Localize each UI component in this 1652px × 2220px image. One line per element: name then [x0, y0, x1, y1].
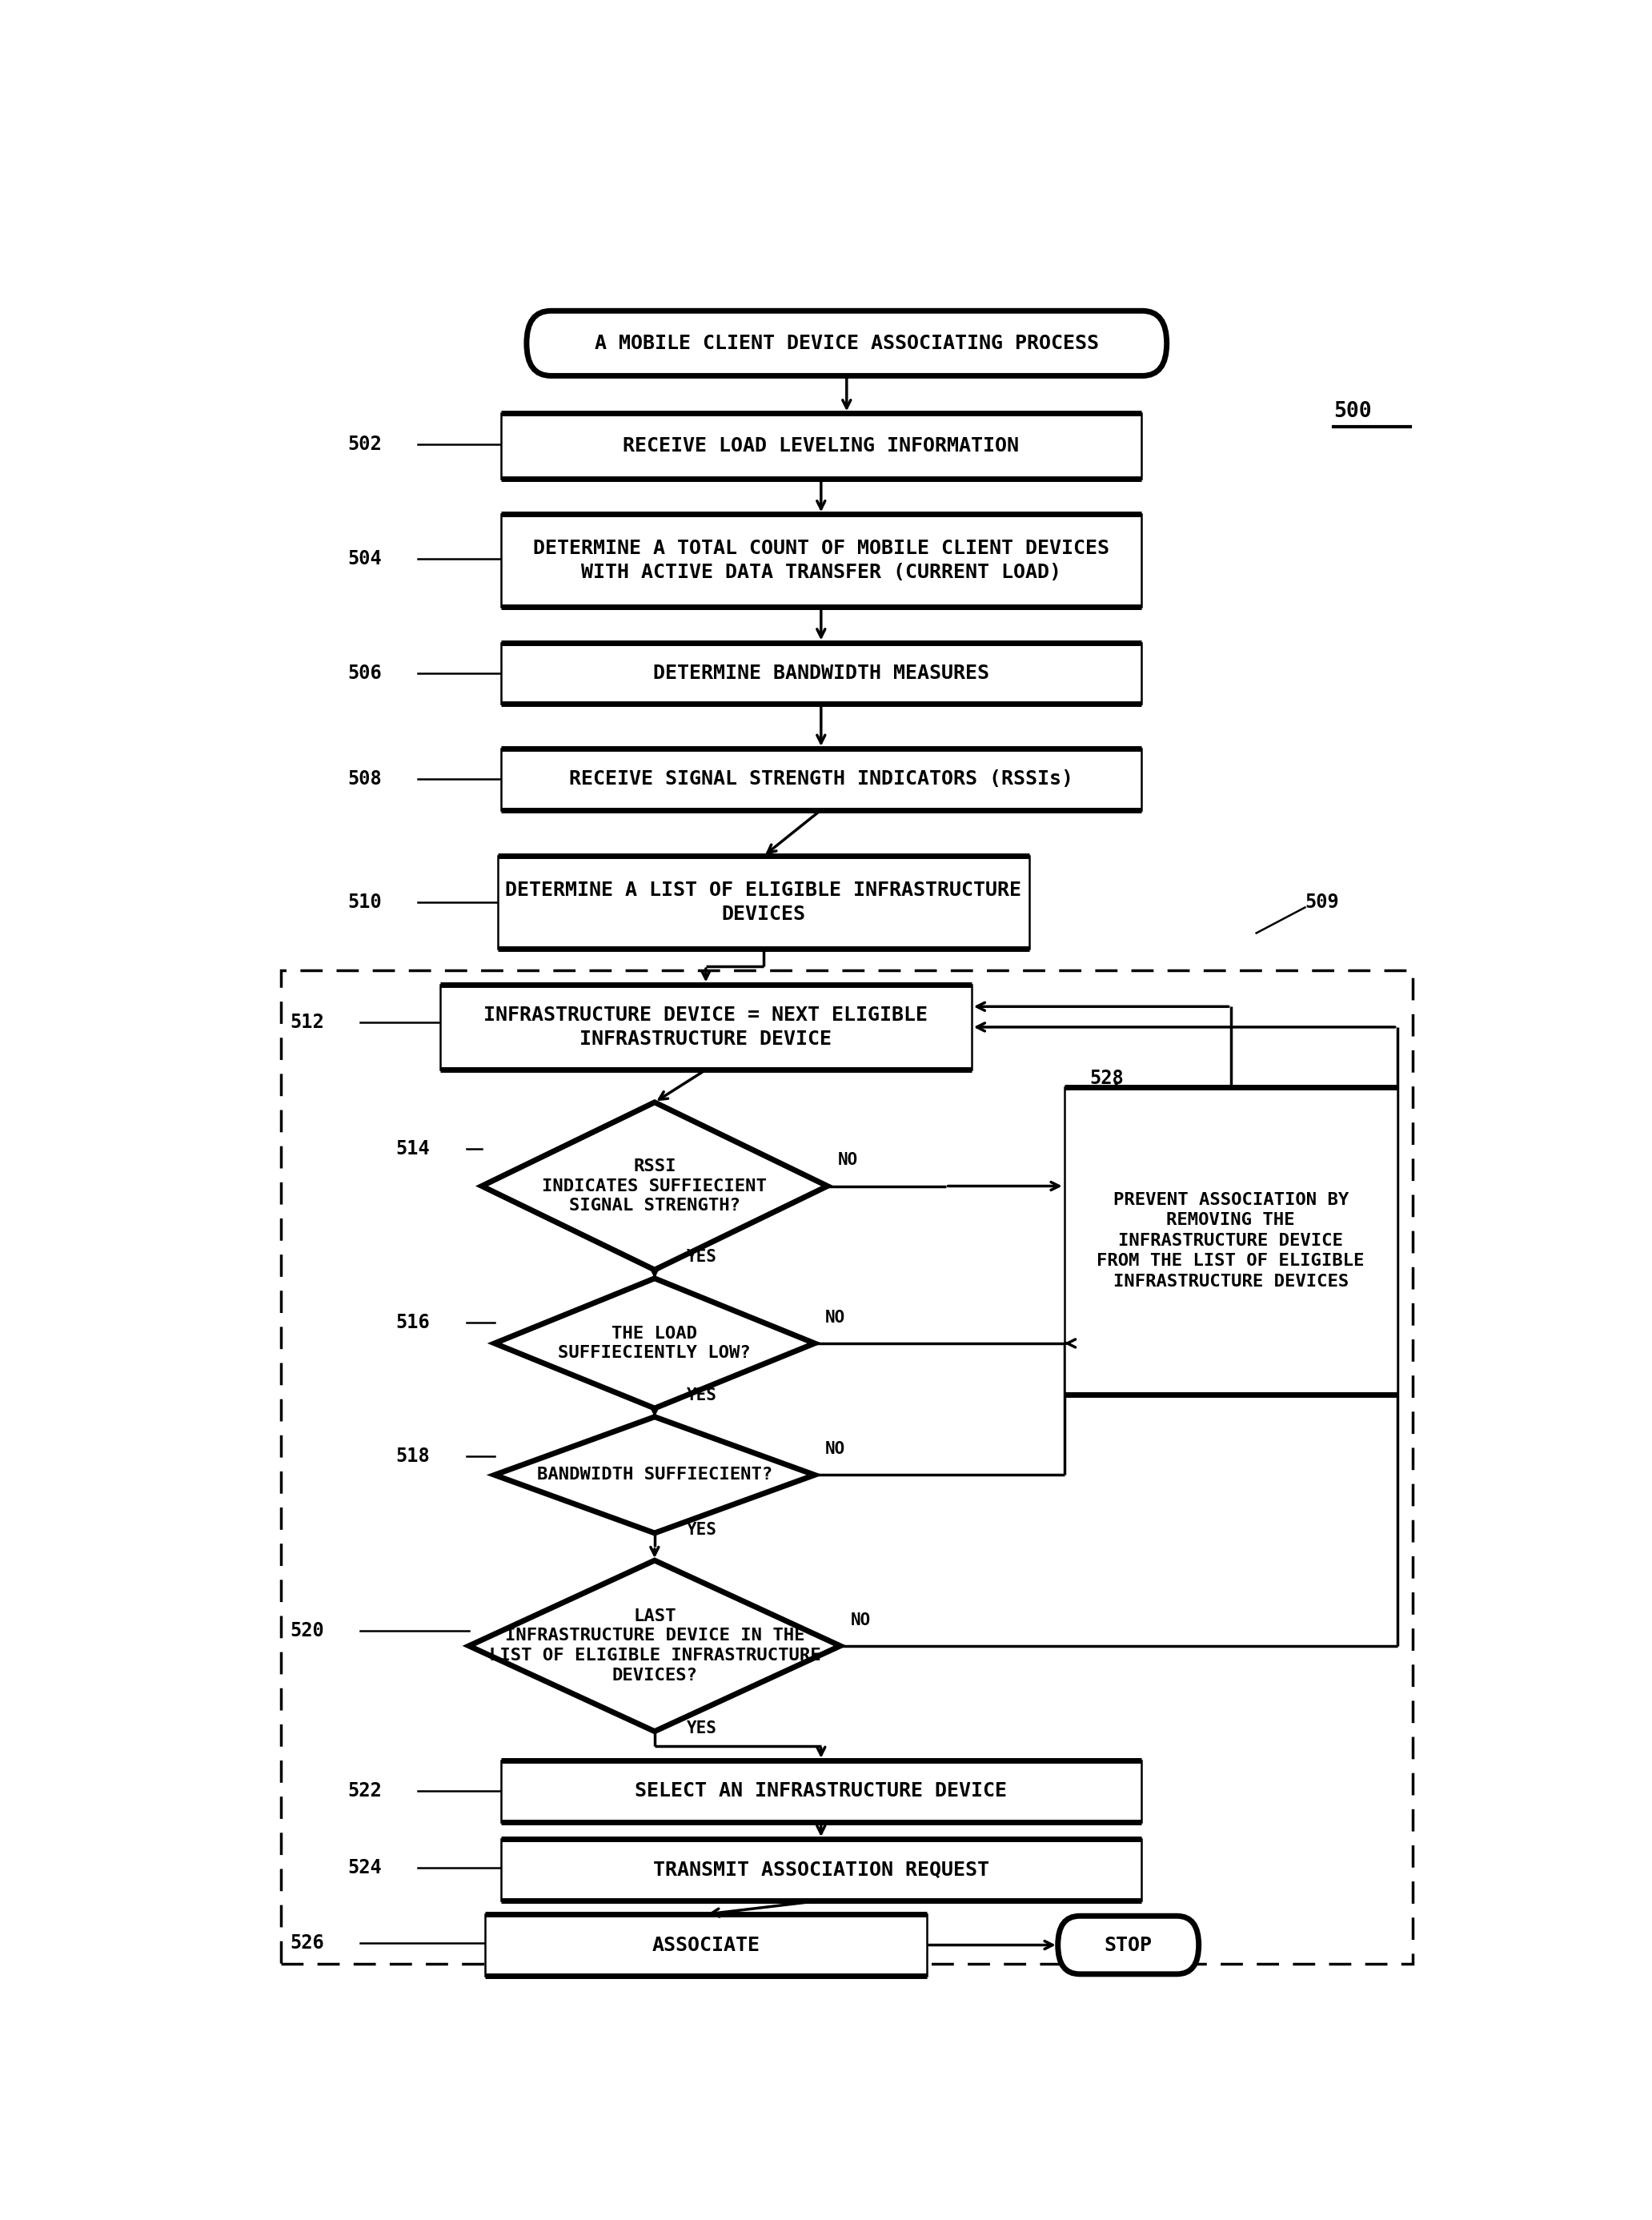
FancyBboxPatch shape	[527, 311, 1166, 375]
Bar	[501, 1838, 1142, 1900]
Text: THE LOAD
SUFFIECIENTLY LOW?: THE LOAD SUFFIECIENTLY LOW?	[558, 1325, 752, 1361]
Bar	[501, 1838, 1142, 1900]
Polygon shape	[494, 1416, 814, 1534]
Bar	[486, 1914, 927, 1976]
Text: NO: NO	[838, 1152, 857, 1168]
Text: YES: YES	[687, 1388, 717, 1403]
Text: 522: 522	[347, 1783, 382, 1800]
Text: 509: 509	[1305, 892, 1340, 912]
Bar	[501, 642, 1142, 704]
Text: 500: 500	[1333, 402, 1371, 422]
Bar	[1064, 1088, 1398, 1394]
Polygon shape	[494, 1279, 814, 1407]
Text: BANDWIDTH SUFFIECIENT?: BANDWIDTH SUFFIECIENT?	[537, 1467, 773, 1483]
Text: 510: 510	[347, 892, 382, 912]
Text: SELECT AN INFRASTRUCTURE DEVICE: SELECT AN INFRASTRUCTURE DEVICE	[634, 1783, 1008, 1800]
Polygon shape	[469, 1561, 841, 1732]
Text: 516: 516	[396, 1314, 430, 1332]
Bar	[501, 413, 1142, 477]
Text: LAST
INFRASTRUCTURE DEVICE IN THE
LIST OF ELIGIBLE INFRASTRUCTURE
DEVICES?: LAST INFRASTRUCTURE DEVICE IN THE LIST O…	[489, 1607, 821, 1683]
Bar	[501, 642, 1142, 704]
Bar	[501, 748, 1142, 810]
Text: DETERMINE A LIST OF ELIGIBLE INFRASTRUCTURE
DEVICES: DETERMINE A LIST OF ELIGIBLE INFRASTRUCT…	[506, 881, 1021, 924]
Text: 508: 508	[347, 770, 382, 788]
Text: 526: 526	[289, 1934, 324, 1954]
Bar	[1064, 1088, 1398, 1394]
Text: YES: YES	[687, 1721, 717, 1736]
Text: STOP: STOP	[1104, 1936, 1153, 1954]
Text: TRANSMIT ASSOCIATION REQUEST: TRANSMIT ASSOCIATION REQUEST	[653, 1860, 990, 1880]
Text: NO: NO	[824, 1310, 846, 1325]
Bar	[501, 515, 1142, 606]
Text: RECEIVE SIGNAL STRENGTH INDICATORS (RSSIs): RECEIVE SIGNAL STRENGTH INDICATORS (RSSI…	[568, 770, 1074, 788]
Bar	[497, 857, 1029, 948]
Text: INFRASTRUCTURE DEVICE = NEXT ELIGIBLE
INFRASTRUCTURE DEVICE: INFRASTRUCTURE DEVICE = NEXT ELIGIBLE IN…	[484, 1006, 928, 1050]
Text: 518: 518	[396, 1447, 430, 1465]
Text: 504: 504	[347, 548, 382, 568]
Bar	[501, 1760, 1142, 1823]
Text: NO: NO	[851, 1612, 871, 1627]
Text: NO: NO	[824, 1441, 846, 1456]
Bar	[486, 1914, 927, 1976]
Text: A MOBILE CLIENT DEVICE ASSOCIATING PROCESS: A MOBILE CLIENT DEVICE ASSOCIATING PROCE…	[595, 333, 1099, 353]
Text: RSSI
INDICATES SUFFIECIENT
SIGNAL STRENGTH?: RSSI INDICATES SUFFIECIENT SIGNAL STRENG…	[542, 1159, 767, 1214]
Bar	[439, 983, 971, 1070]
Text: 502: 502	[347, 435, 382, 453]
Bar	[281, 970, 1412, 1965]
Text: ASSOCIATE: ASSOCIATE	[653, 1936, 760, 1954]
Bar	[439, 983, 971, 1070]
FancyBboxPatch shape	[1057, 1916, 1199, 1974]
Text: DETERMINE BANDWIDTH MEASURES: DETERMINE BANDWIDTH MEASURES	[653, 664, 990, 684]
Text: 514: 514	[396, 1139, 430, 1159]
Text: RECEIVE LOAD LEVELING INFORMATION: RECEIVE LOAD LEVELING INFORMATION	[623, 437, 1019, 455]
Bar	[501, 515, 1142, 606]
Text: 506: 506	[347, 664, 382, 684]
Text: 512: 512	[289, 1012, 324, 1032]
Bar	[501, 1760, 1142, 1823]
Bar	[497, 857, 1029, 948]
Bar	[501, 413, 1142, 477]
Text: 524: 524	[347, 1858, 382, 1878]
Text: 528: 528	[1090, 1068, 1123, 1088]
Bar	[501, 748, 1142, 810]
Polygon shape	[482, 1103, 828, 1270]
Text: PREVENT ASSOCIATION BY
REMOVING THE
INFRASTRUCTURE DEVICE
FROM THE LIST OF ELIGI: PREVENT ASSOCIATION BY REMOVING THE INFR…	[1097, 1192, 1365, 1290]
Text: YES: YES	[687, 1250, 717, 1265]
Text: YES: YES	[687, 1521, 717, 1538]
Text: 520: 520	[289, 1621, 324, 1641]
Text: DETERMINE A TOTAL COUNT OF MOBILE CLIENT DEVICES
WITH ACTIVE DATA TRANSFER (CURR: DETERMINE A TOTAL COUNT OF MOBILE CLIENT…	[534, 539, 1108, 582]
